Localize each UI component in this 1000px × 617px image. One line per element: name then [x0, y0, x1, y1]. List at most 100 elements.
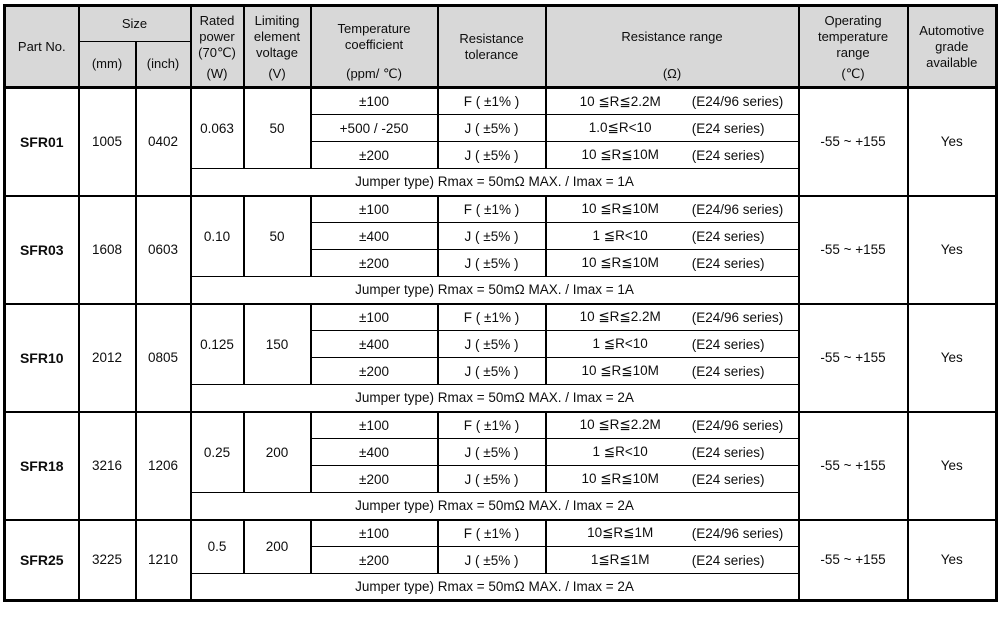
resistance-range: 1 ≦R<10 (E24 series)	[544, 330, 800, 358]
size-mm: 2012	[77, 302, 137, 412]
header-size-mm: (mm)	[77, 41, 137, 88]
temp-coefficient: ±100	[309, 518, 439, 547]
table-row: +500 / -250 J ( ±5% ) 1.0≦R<10 (E24 serie…	[5, 114, 997, 142]
operating-temp-range: -55 ~ +155	[797, 86, 909, 196]
table-row: SFR18 3216 1206 0.25 200 ±100 F ( ±1% ) …	[3, 410, 998, 520]
range-value: 1 ≦R<10	[592, 336, 648, 351]
resistance-tolerance: F ( ±1% )	[436, 302, 547, 331]
table-row: Jumper type) Rmax = 50mΩ MAX. / Imax = 2…	[5, 492, 997, 520]
temp-coefficient: ±100	[309, 86, 439, 115]
range-series: (E24 series)	[691, 255, 765, 271]
header-rated-power-unit: (W)	[206, 65, 228, 81]
size-inch: 1206	[134, 410, 192, 520]
range-value: 10 ≦R≦10M	[581, 201, 659, 217]
part-number: SFR25	[3, 518, 80, 601]
range-value: 1.0≦R<10	[588, 120, 652, 135]
range-value: 10 ≦R≦2.2M	[579, 309, 661, 325]
resistance-tolerance: F ( ±1% )	[436, 86, 547, 115]
range-series: (E24 series)	[691, 336, 765, 352]
size-mm: 3225	[77, 518, 137, 601]
resistance-tolerance: J ( ±5% )	[436, 114, 547, 142]
table-row: ±200 J ( ±5% ) 10 ≦R≦10M (E24 series)	[5, 357, 997, 385]
part-number: SFR03	[3, 194, 80, 304]
automotive-grade: Yes	[906, 86, 998, 196]
table-row: SFR01 1005 0402 0.063 50 ±100 F ( ±1% ) …	[3, 86, 998, 196]
resistance-range: 10 ≦R≦10M (E24 series)	[544, 357, 800, 385]
range-value: 10 ≦R≦10M	[581, 363, 659, 378]
range-value: 1 ≦R<10	[592, 228, 648, 243]
jumper-note: Jumper type) Rmax = 50mΩ MAX. / Imax = 2…	[189, 492, 800, 520]
header-rated-power: Rated power (70℃) (W)	[189, 5, 245, 88]
range-value: 10 ≦R≦10M	[581, 255, 659, 270]
range-series: (E24 series)	[691, 120, 765, 136]
size-inch: 1210	[134, 518, 192, 601]
temp-coefficient: ±400	[309, 222, 439, 250]
range-series: (E24/96 series)	[691, 309, 784, 325]
header-size: Size	[77, 5, 192, 42]
resistance-tolerance: F ( ±1% )	[436, 194, 547, 223]
resistance-tolerance: F ( ±1% )	[436, 410, 547, 439]
header-temp-coefficient-label: Temperature coefficient	[337, 21, 411, 52]
resistance-range: 10 ≦R≦10M (E24/96 series)	[544, 194, 800, 223]
resistance-range: 10 ≦R≦10M (E24 series)	[544, 141, 800, 169]
header-limiting-voltage-label: Limiting element voltage	[253, 13, 301, 60]
limiting-voltage: 200	[242, 410, 312, 493]
resistance-range: 10 ≦R≦2.2M (E24/96 series)	[544, 86, 800, 115]
range-series: (E24 series)	[691, 228, 765, 244]
temp-coefficient: ±100	[309, 302, 439, 331]
table-row: Jumper type) Rmax = 50mΩ MAX. / Imax = 2…	[5, 573, 997, 601]
table-header: Part No. Size Rated power (70℃) (W) Limi…	[3, 5, 998, 88]
header-operating-temp-unit: (℃)	[841, 65, 865, 81]
table-row: ±400 J ( ±5% ) 1 ≦R<10 (E24 series)	[5, 438, 997, 466]
temp-coefficient: ±100	[309, 194, 439, 223]
automotive-grade: Yes	[906, 194, 998, 304]
header-part-no: Part No.	[3, 5, 80, 88]
range-series: (E24 series)	[691, 552, 765, 568]
table-row: SFR03 1608 0603 0.10 50 ±100 F ( ±1% ) 1…	[3, 194, 998, 304]
resistance-range: 10 ≦R≦10M (E24 series)	[544, 249, 800, 277]
range-value: 10 ≦R≦10M	[581, 147, 659, 162]
temp-coefficient: +500 / -250	[309, 114, 439, 142]
resistance-range: 10 ≦R≦2.2M (E24/96 series)	[544, 302, 800, 331]
size-inch: 0805	[134, 302, 192, 412]
header-temp-coefficient-unit: (ppm/ ℃)	[346, 65, 402, 81]
table-row: Jumper type) Rmax = 50mΩ MAX. / Imax = 1…	[5, 276, 997, 304]
range-series: (E24 series)	[691, 147, 765, 163]
temp-coefficient: ±200	[309, 141, 439, 169]
range-series: (E24/96 series)	[691, 417, 784, 433]
header-limiting-voltage: Limiting element voltage (V)	[242, 5, 312, 88]
resistance-range: 1 ≦R<10 (E24 series)	[544, 438, 800, 466]
header-size-inch: (inch)	[134, 41, 192, 88]
temp-coefficient: ±400	[309, 330, 439, 358]
header-resistance-range-unit: (Ω)	[662, 65, 682, 81]
spec-table: Part No. Size Rated power (70℃) (W) Limi…	[3, 4, 999, 602]
range-value: 1 ≦R<10	[592, 444, 648, 459]
part-number: SFR10	[3, 302, 80, 412]
temp-coefficient: ±200	[309, 546, 439, 574]
automotive-grade: Yes	[906, 302, 998, 412]
operating-temp-range: -55 ~ +155	[797, 302, 909, 412]
limiting-voltage: 200	[242, 518, 312, 574]
resistance-range: 10 ≦R≦10M (E24 series)	[544, 465, 800, 493]
resistance-range: 1.0≦R<10 (E24 series)	[544, 114, 800, 142]
resistance-tolerance: J ( ±5% )	[436, 438, 547, 466]
limiting-voltage: 150	[242, 302, 312, 385]
resistance-range: 10≦R≦1M (E24/96 series)	[544, 518, 800, 547]
table-row: ±200 J ( ±5% ) 10 ≦R≦10M (E24 series)	[5, 249, 997, 277]
limiting-voltage: 50	[242, 86, 312, 169]
range-value: 10≦R≦1M	[587, 525, 654, 541]
header-rated-power-label: Rated power (70℃)	[198, 13, 236, 60]
automotive-grade: Yes	[906, 518, 998, 601]
resistance-range: 10 ≦R≦2.2M (E24/96 series)	[544, 410, 800, 439]
jumper-note: Jumper type) Rmax = 50mΩ MAX. / Imax = 2…	[189, 573, 800, 601]
range-series: (E24/96 series)	[691, 94, 784, 109]
range-series: (E24/96 series)	[691, 201, 784, 217]
table-row: SFR25 3225 1210 0.5 200 ±100 F ( ±1% ) 1…	[3, 518, 998, 601]
temp-coefficient: ±200	[309, 249, 439, 277]
range-series: (E24 series)	[691, 444, 765, 460]
range-series: (E24/96 series)	[691, 525, 784, 541]
rated-power: 0.5	[189, 518, 245, 574]
jumper-note: Jumper type) Rmax = 50mΩ MAX. / Imax = 1…	[189, 276, 800, 304]
table-row: ±200 J ( ±5% ) 1≦R≦1M (E24 series)	[5, 546, 997, 574]
